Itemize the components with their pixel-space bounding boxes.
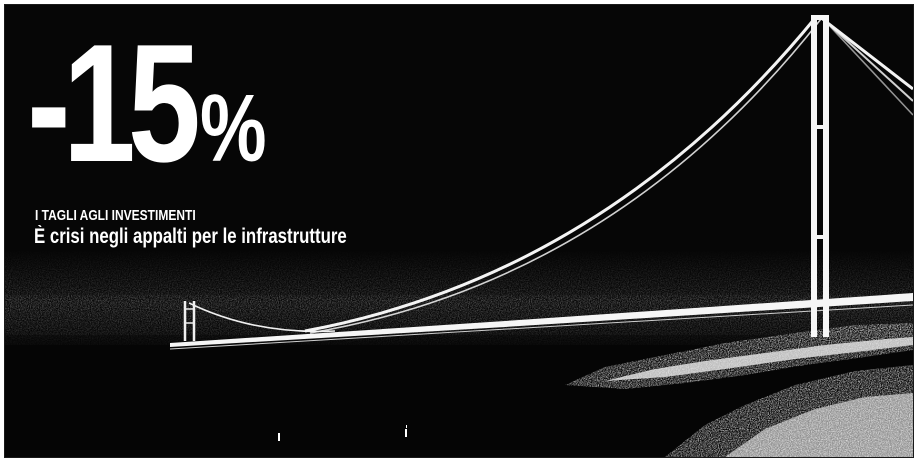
coastline [565,323,913,457]
headline-number: -15 [27,9,201,197]
bridge-photo [5,5,913,457]
bridge-main-tower [811,15,829,337]
article-kicker: I TAGLI AGLI INVESTIMENTI [35,207,196,224]
bridge-deck [169,293,913,350]
bridge-main-cables [304,15,913,334]
headline-percent-sign: % [199,75,267,182]
headline-figure: -15 % [27,19,285,187]
newspaper-clipping: -15 % I TAGLI AGLI INVESTIMENTI È crisi … [4,4,914,458]
horizon-haze [5,250,913,345]
bridge-far-tower [183,301,196,341]
article-subheadline: È crisi negli appalti per le infrastrutt… [34,225,347,248]
sea-reflections [278,425,407,441]
